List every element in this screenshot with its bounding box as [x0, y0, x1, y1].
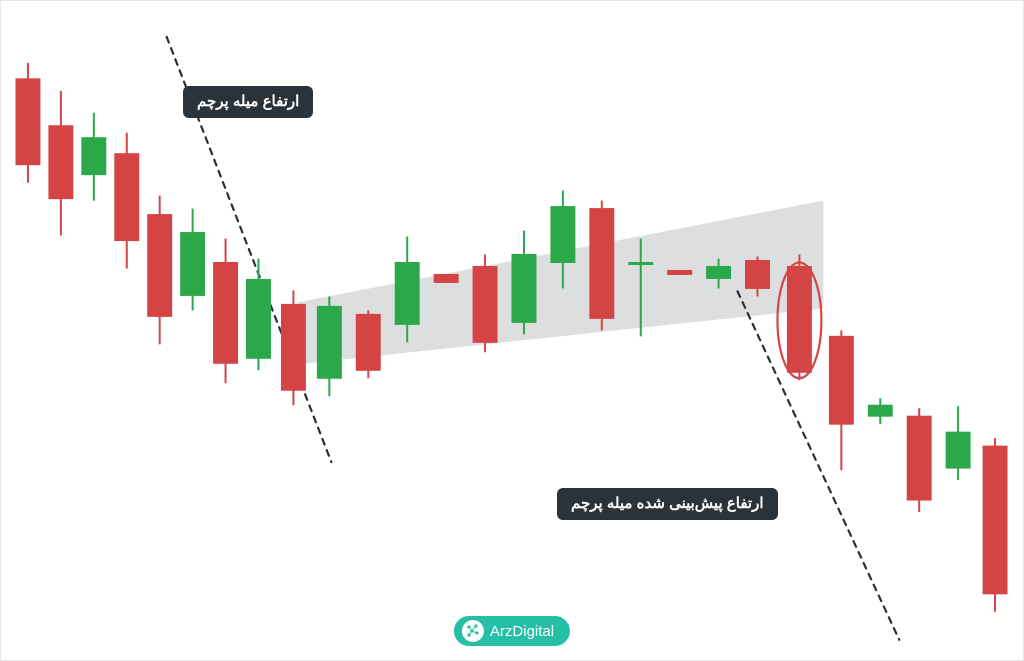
- arzdigital-logo: ArzDigital: [454, 616, 570, 646]
- logo-icon: [462, 620, 484, 642]
- chart-frame: ارتفاع میله پرچم ارتفاع پیش‌بینی شده میل…: [0, 0, 1024, 661]
- flagpole-height-label: ارتفاع میله پرچم: [183, 86, 313, 118]
- predicted-flagpole-height-label: ارتفاع پیش‌بینی شده میله پرچم: [557, 488, 778, 520]
- candlestick-svg: [1, 1, 1023, 661]
- logo-text: ArzDigital: [490, 623, 554, 640]
